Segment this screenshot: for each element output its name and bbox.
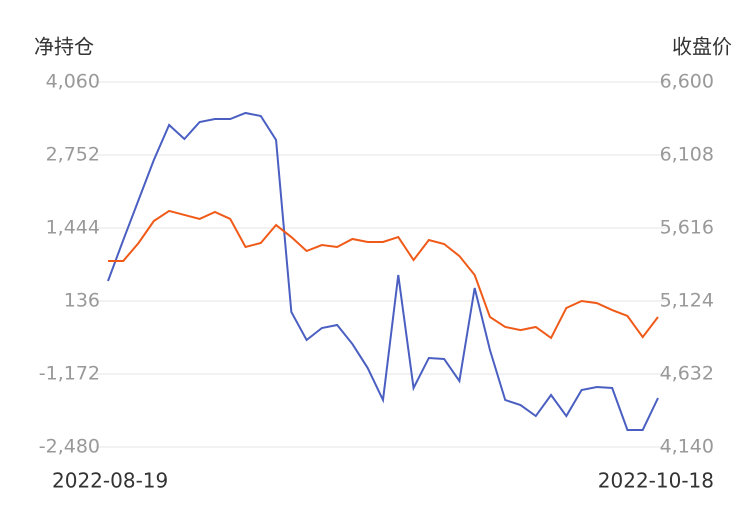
y-tick-label: 4,060 (46, 71, 100, 93)
y2-tick-label: 6,600 (660, 71, 714, 93)
y-tick-label: 136 (64, 290, 100, 312)
y-tick-label: -1,172 (39, 363, 100, 385)
y2-tick-label: 4,140 (660, 436, 714, 458)
y2-tick-label: 5,616 (660, 217, 714, 239)
y-tick-label: -2,480 (39, 436, 100, 458)
y2-tick-label: 6,108 (660, 144, 714, 166)
y-tick-label: 1,444 (46, 217, 100, 239)
y-axis-title: 净持仓 (34, 35, 94, 59)
y2-tick-label: 4,632 (660, 363, 714, 385)
x-tick-label: 2022-10-18 (598, 469, 714, 493)
y-tick-label: 2,752 (46, 144, 100, 166)
series-line (108, 209, 659, 340)
series-line (107, 111, 659, 431)
x-tick-label: 2022-08-19 (52, 469, 168, 493)
y2-tick-label: 5,124 (660, 290, 714, 312)
y2-axis-title: 收盘价 (672, 35, 732, 59)
